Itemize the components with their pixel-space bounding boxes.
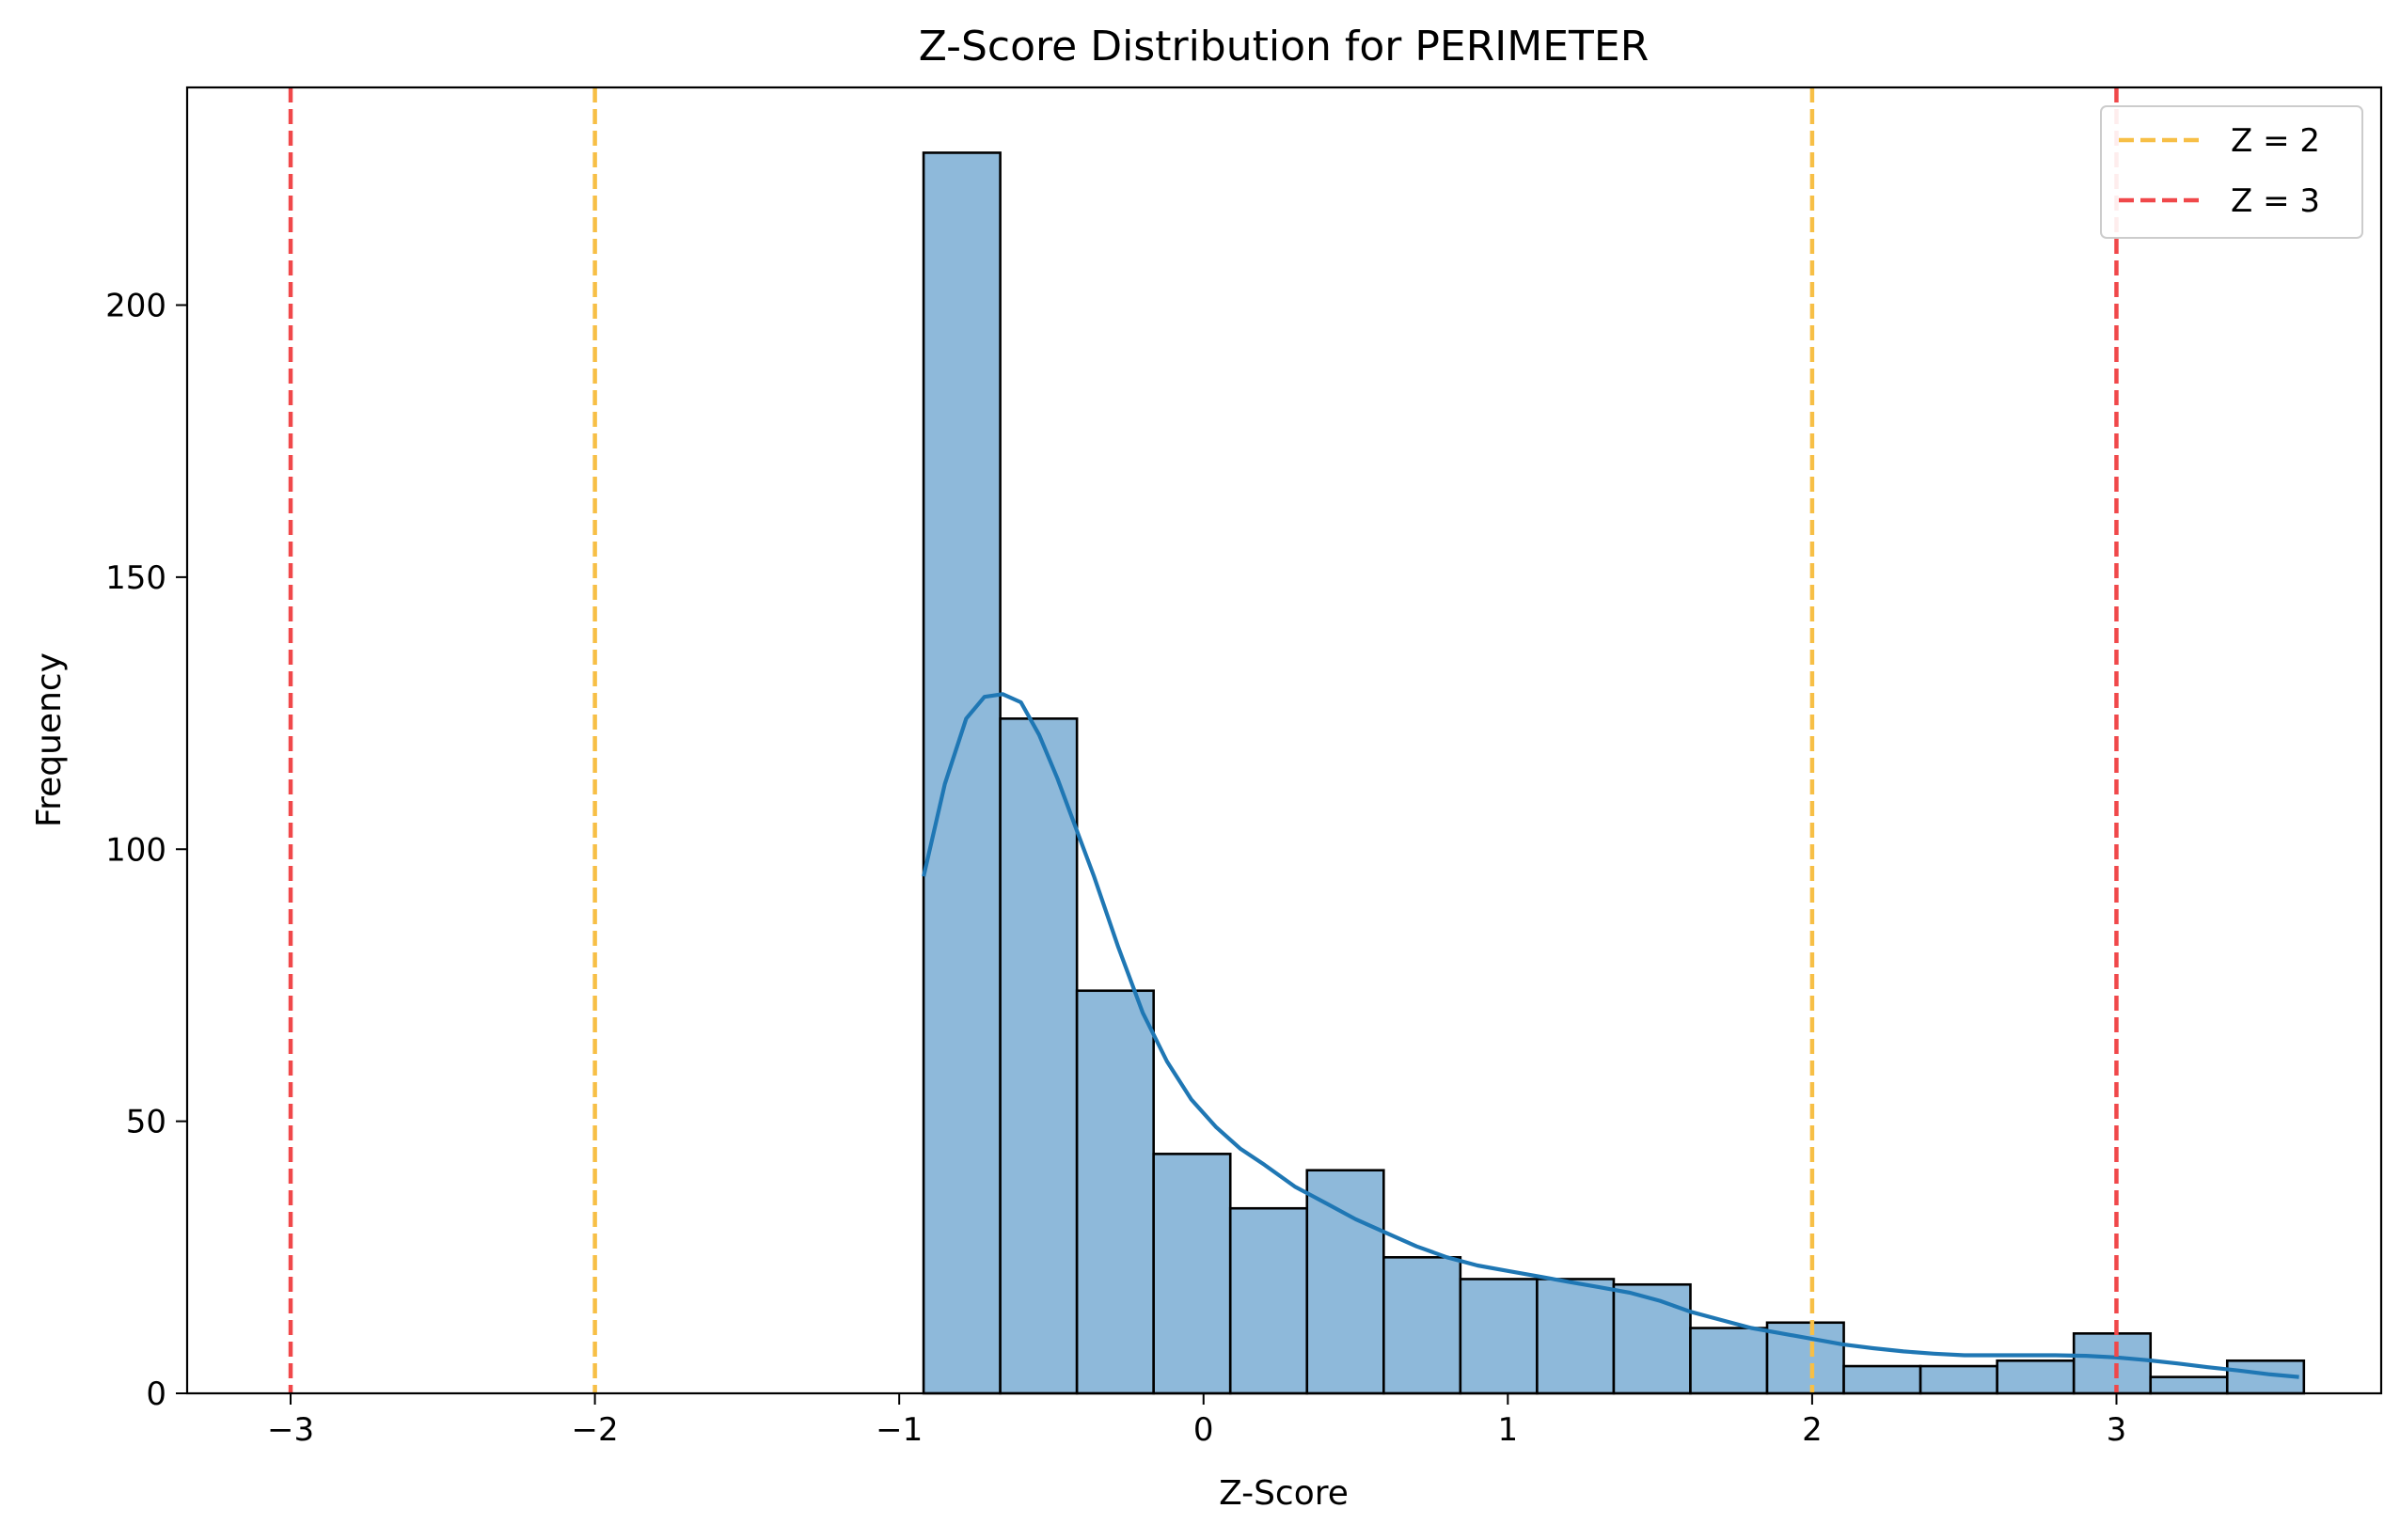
reference-lines — [288, 87, 2119, 1393]
histogram-bar — [1305, 1169, 1385, 1395]
kde-curve — [922, 692, 2299, 1379]
legend: Z = 2 Z = 3 — [2100, 105, 2363, 239]
histogram-bar — [1689, 1327, 1769, 1395]
histogram-bar — [2149, 1375, 2229, 1395]
histogram-bar — [922, 151, 1002, 1395]
x-tick-label: −3 — [267, 1411, 314, 1449]
plot-frame — [185, 86, 2383, 1395]
x-axis-ticks: −3 −2 −1 0 1 2 3 — [267, 1393, 2126, 1449]
y-tick-label: 150 — [105, 559, 166, 597]
histogram-bar — [1842, 1364, 1922, 1395]
histogram-bar — [1382, 1256, 1462, 1395]
y-tick-label: 0 — [146, 1375, 166, 1413]
x-tick-label: 0 — [1193, 1411, 1214, 1449]
x-tick-label: 3 — [2107, 1411, 2127, 1449]
histogram-bar — [1152, 1153, 1232, 1395]
y-tick-label: 50 — [126, 1104, 166, 1141]
histogram-bar — [2072, 1332, 2153, 1395]
x-tick-label: 1 — [1498, 1411, 1519, 1449]
legend-label-z2: Z = 2 — [2231, 122, 2320, 160]
histogram-bar — [1612, 1282, 1692, 1395]
histogram-bar — [1459, 1278, 1539, 1395]
x-tick-label: −1 — [876, 1411, 923, 1449]
y-axis-ticks: 0 50 100 150 200 — [105, 288, 187, 1413]
x-tick-label: −2 — [572, 1411, 619, 1449]
histogram-bar — [1996, 1359, 2076, 1395]
plot-area-background — [187, 87, 2381, 1393]
histogram-bar — [1918, 1364, 1998, 1395]
histogram-bar — [1075, 989, 1155, 1395]
histogram-bar — [1228, 1206, 1309, 1395]
y-tick-label: 200 — [105, 288, 166, 325]
x-tick-label: 2 — [1802, 1411, 1823, 1449]
histogram-bar — [999, 717, 1079, 1395]
x-axis-label: Z-Score — [1219, 1474, 1349, 1513]
y-axis-label: Frequency — [30, 652, 69, 827]
chart-title: Z-Score Distribution for PERIMETER — [919, 23, 1650, 71]
kde-curve-group — [922, 692, 2299, 1379]
legend-label-z3: Z = 3 — [2231, 182, 2320, 220]
histogram-bars — [922, 151, 2306, 1395]
y-tick-label: 100 — [105, 831, 166, 869]
histogram-bar — [1536, 1278, 1616, 1395]
